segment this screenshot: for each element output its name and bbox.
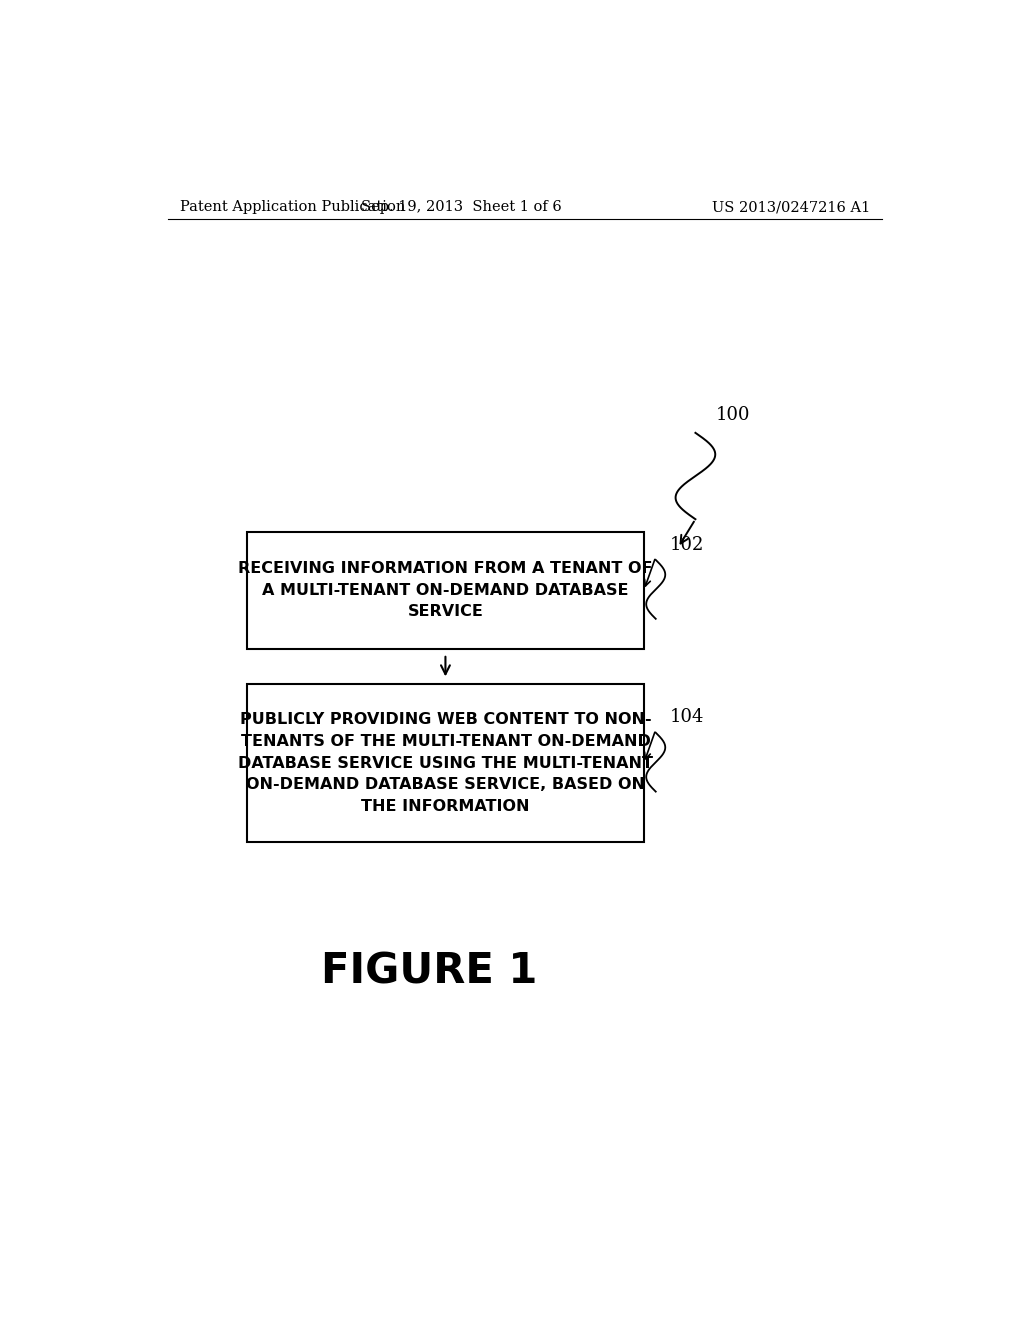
Bar: [247, 684, 644, 842]
Text: US 2013/0247216 A1: US 2013/0247216 A1: [712, 201, 870, 214]
Text: RECEIVING INFORMATION FROM A TENANT OF
A MULTI-TENANT ON-DEMAND DATABASE
SERVICE: RECEIVING INFORMATION FROM A TENANT OF A…: [239, 561, 652, 619]
Text: 102: 102: [670, 536, 705, 553]
Bar: [247, 532, 644, 649]
Text: 100: 100: [715, 405, 750, 424]
Text: 104: 104: [670, 709, 705, 726]
Text: Patent Application Publication: Patent Application Publication: [179, 201, 404, 214]
Text: Sep. 19, 2013  Sheet 1 of 6: Sep. 19, 2013 Sheet 1 of 6: [360, 201, 562, 214]
Text: PUBLICLY PROVIDING WEB CONTENT TO NON-
TENANTS OF THE MULTI-TENANT ON-DEMAND
DAT: PUBLICLY PROVIDING WEB CONTENT TO NON- T…: [238, 713, 653, 814]
Text: FIGURE 1: FIGURE 1: [322, 950, 538, 993]
